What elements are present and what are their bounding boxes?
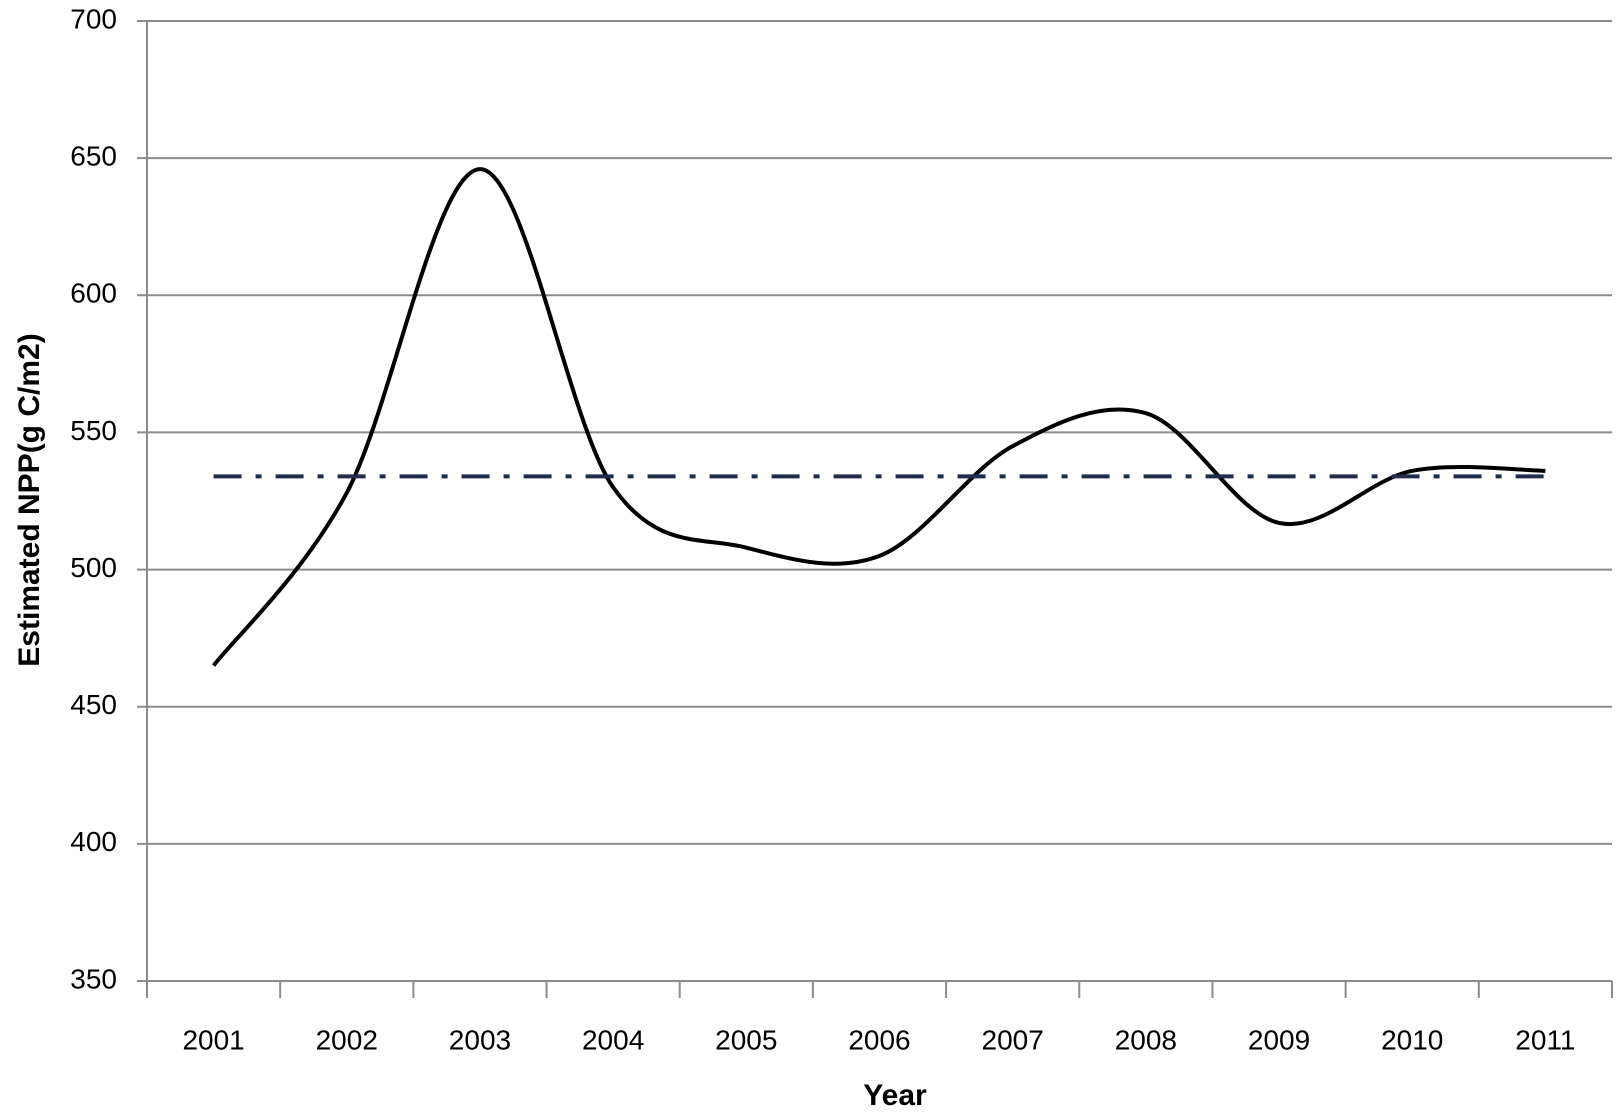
x-tick-label: 2011 [1515,1024,1575,1055]
y-tick-label: 650 [70,141,117,172]
x-tick-label: 2007 [982,1024,1044,1055]
y-tick-label: 500 [70,552,117,583]
x-tick-label: 2005 [715,1024,777,1055]
x-tick-label: 2002 [316,1024,378,1055]
y-tick-label: 600 [70,278,117,309]
x-tick-label: 2009 [1248,1024,1310,1055]
x-axis-title: Year [863,1079,927,1112]
x-tick-label: 2006 [848,1024,910,1055]
y-tick-label: 350 [70,963,117,994]
x-tick-label: 2003 [449,1024,511,1055]
y-tick-label: 550 [70,415,117,446]
x-tick-label: 2004 [582,1024,644,1055]
y-tick-label: 400 [70,826,117,857]
x-tick-label: 2001 [182,1024,244,1055]
y-tick-label: 700 [70,3,117,34]
x-tick-label: 2008 [1115,1024,1177,1055]
x-tick-label: 2010 [1381,1024,1443,1055]
y-axis-title: Estimated NPP(g C/m2) [13,333,46,666]
y-tick-label: 450 [70,689,117,720]
series-line [212,167,1546,667]
